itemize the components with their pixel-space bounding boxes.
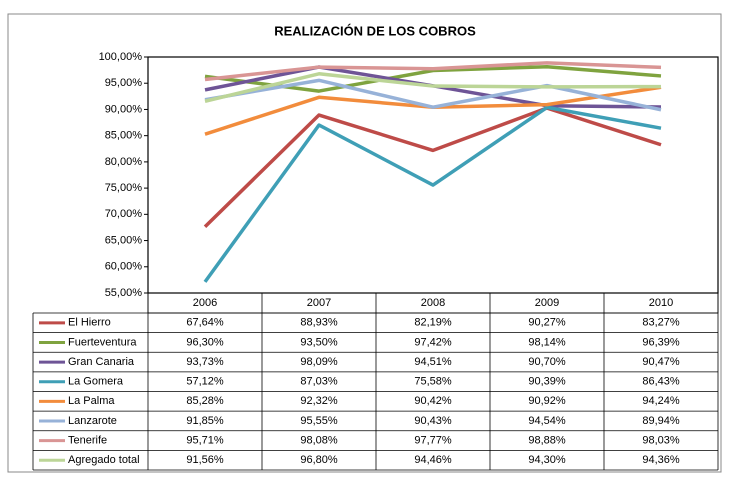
data-label: 90,92% — [528, 395, 566, 407]
data-label: 86,43% — [642, 376, 680, 388]
y-tick-label: 60,00% — [105, 261, 143, 273]
data-label: 97,77% — [414, 434, 452, 446]
data-label: 90,27% — [528, 317, 566, 329]
data-label: 75,58% — [414, 376, 452, 388]
data-label: 83,27% — [642, 317, 680, 329]
data-label: 98,03% — [642, 434, 680, 446]
data-label: 82,19% — [414, 317, 452, 329]
data-label: 92,32% — [300, 395, 338, 407]
data-label: 94,36% — [642, 454, 680, 466]
data-label: 90,70% — [528, 356, 566, 368]
data-label: 94,30% — [528, 454, 566, 466]
data-label: 89,94% — [642, 415, 680, 427]
data-label: 98,09% — [300, 356, 338, 368]
data-label: 98,08% — [300, 434, 338, 446]
data-label: 91,56% — [186, 454, 224, 466]
series-line — [204, 61, 662, 82]
x-tick-label: 2010 — [649, 297, 673, 309]
data-label: 90,39% — [528, 376, 566, 388]
data-label: 98,14% — [528, 336, 566, 348]
legend-label: Gran Canaria — [68, 356, 135, 368]
data-label: 94,51% — [414, 356, 452, 368]
data-label: 85,28% — [186, 395, 224, 407]
y-tick-label: 55,00% — [105, 287, 143, 299]
y-tick-label: 80,00% — [105, 156, 143, 168]
data-label: 95,71% — [186, 434, 224, 446]
y-tick-label: 95,00% — [105, 77, 143, 89]
data-label: 96,30% — [186, 336, 224, 348]
legend-label: La Palma — [68, 395, 115, 407]
y-tick-label: 70,00% — [105, 208, 143, 220]
y-tick-label: 65,00% — [105, 234, 143, 246]
data-label: 94,46% — [414, 454, 452, 466]
x-tick-label: 2008 — [421, 297, 445, 309]
series-line — [203, 105, 662, 283]
data-label: 91,85% — [186, 415, 224, 427]
legend-label: La Gomera — [68, 376, 124, 388]
data-label: 96,39% — [642, 336, 680, 348]
data-label: 98,88% — [528, 434, 566, 446]
data-label: 87,03% — [300, 376, 338, 388]
data-label: 97,42% — [414, 336, 452, 348]
legend-label: El Hierro — [68, 317, 111, 329]
series-line — [204, 78, 662, 112]
chart-title: REALIZACIÓN DE LOS COBROS — [274, 23, 476, 38]
y-tick-label: 75,00% — [105, 182, 143, 194]
series-line — [204, 72, 662, 103]
y-tick-label: 85,00% — [105, 130, 143, 142]
legend-label: Lanzarote — [68, 415, 117, 427]
legend-label: Fuerteventura — [68, 336, 137, 348]
x-tick-label: 2007 — [307, 297, 331, 309]
series-line — [203, 106, 662, 228]
data-label: 90,42% — [414, 395, 452, 407]
x-tick-label: 2006 — [193, 297, 217, 309]
data-label: 67,64% — [186, 317, 224, 329]
data-label: 90,43% — [414, 415, 452, 427]
data-label: 95,55% — [300, 415, 338, 427]
data-label: 88,93% — [300, 317, 338, 329]
data-label: 93,73% — [186, 356, 224, 368]
data-label: 96,80% — [300, 454, 338, 466]
data-label: 94,54% — [528, 415, 566, 427]
legend-label: Agregado total — [68, 454, 140, 466]
y-tick-label: 100,00% — [99, 51, 143, 63]
legend-label: Tenerife — [68, 434, 107, 446]
data-label: 57,12% — [186, 376, 224, 388]
data-label: 94,24% — [642, 395, 680, 407]
y-tick-label: 90,00% — [105, 103, 143, 115]
x-tick-label: 2009 — [535, 297, 559, 309]
data-label: 93,50% — [300, 336, 338, 348]
data-label: 90,47% — [642, 356, 680, 368]
